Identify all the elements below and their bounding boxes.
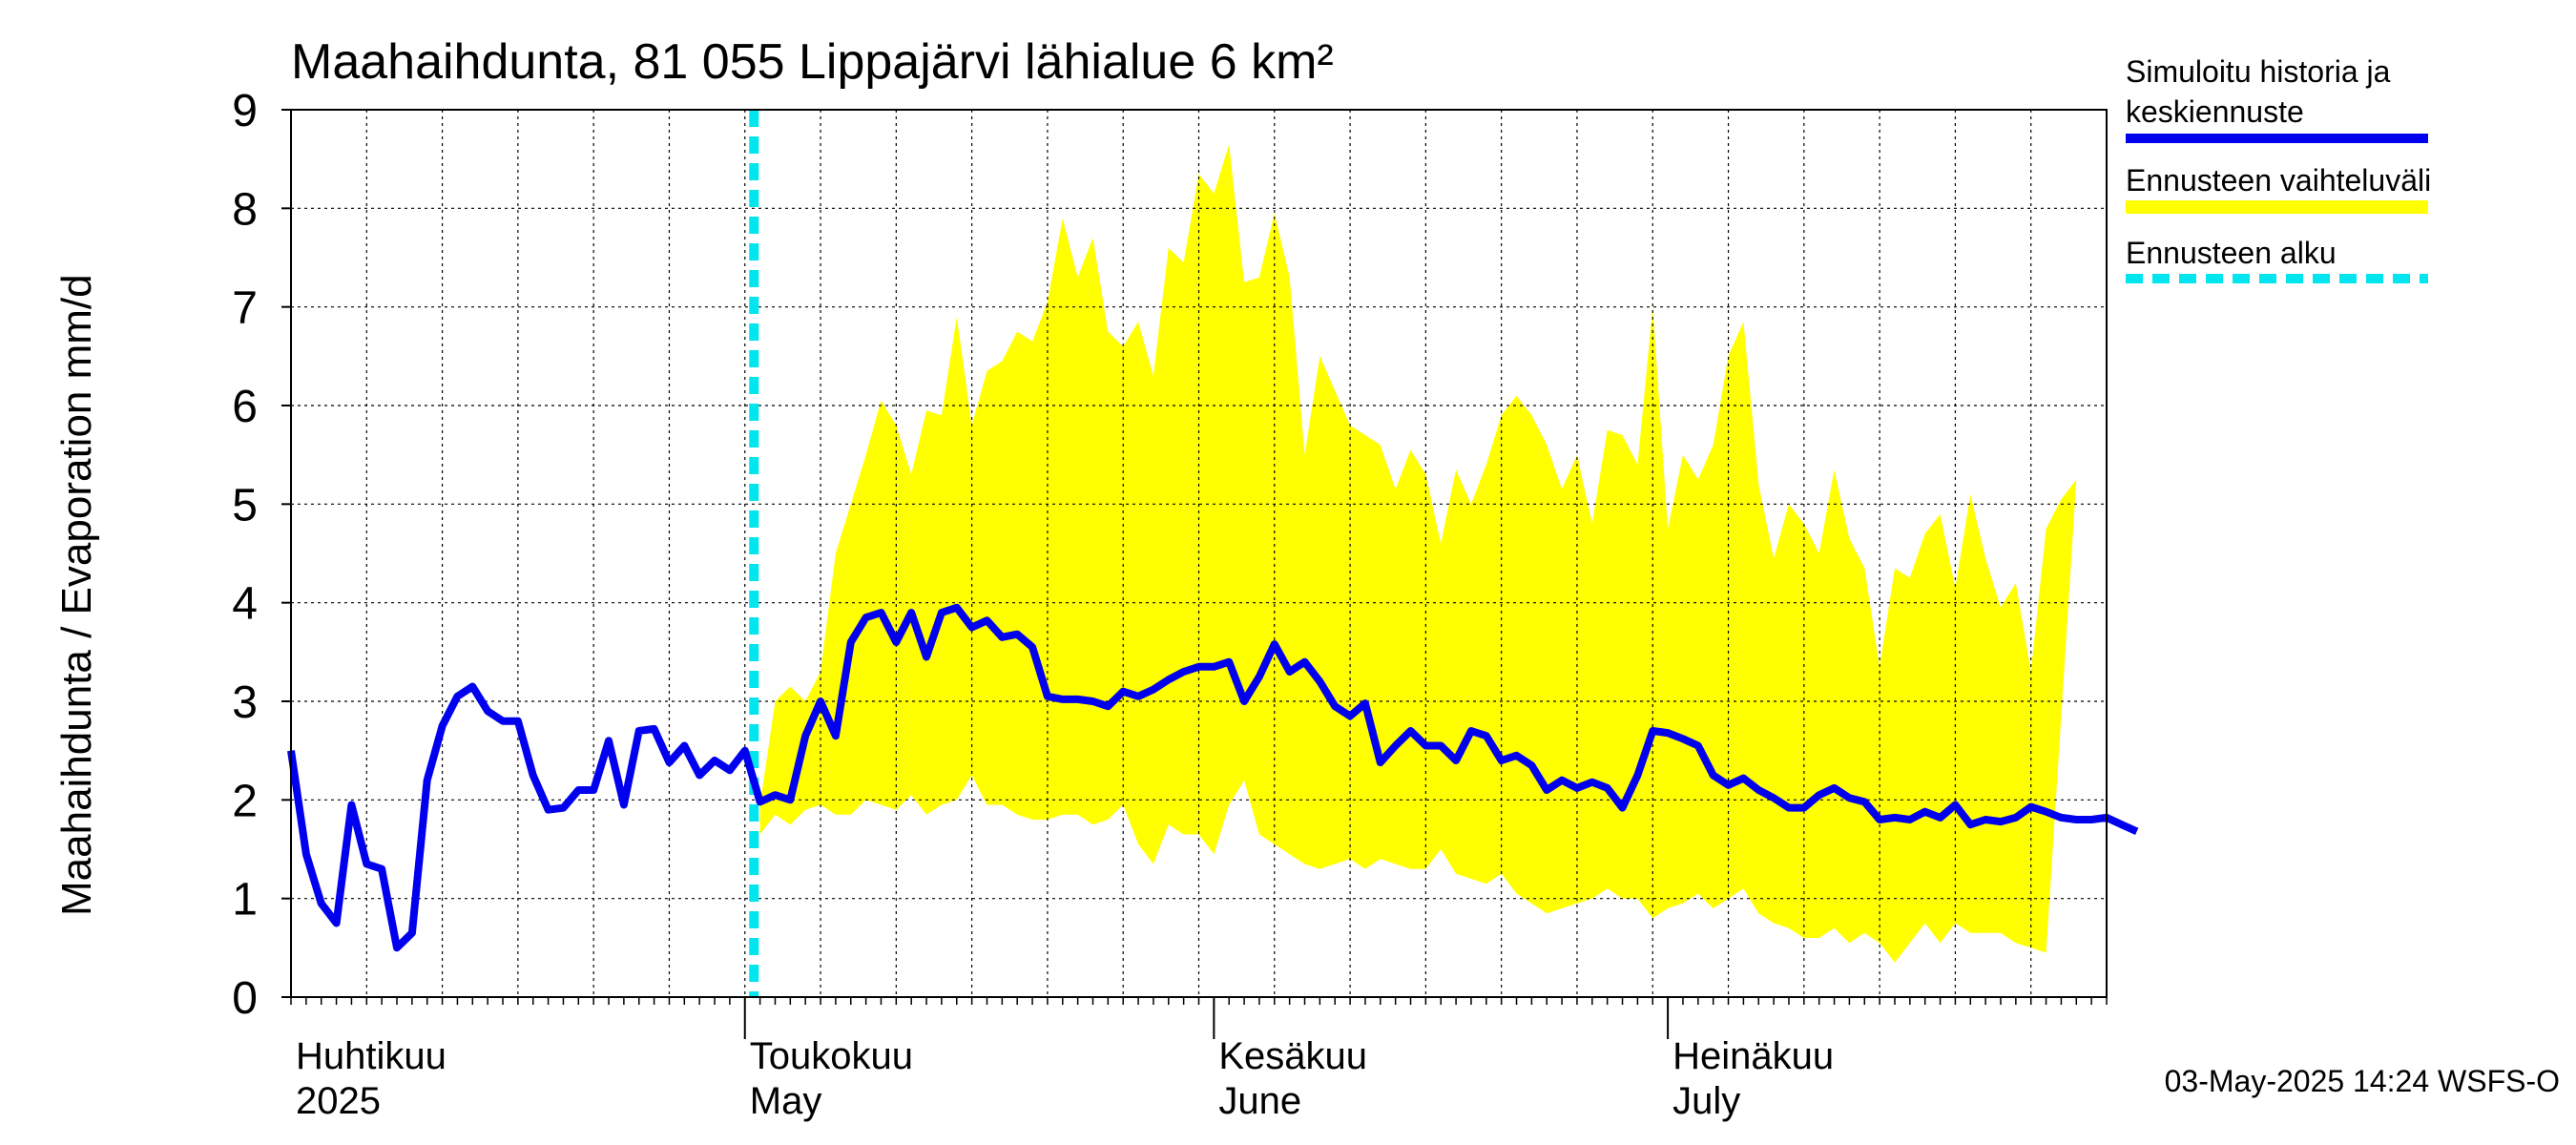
legend-history-line-2: keskiennuste (2126, 94, 2304, 129)
grid-layer (291, 110, 2107, 997)
y-tick-label: 5 (232, 480, 258, 531)
legend-history-label: Simuloitu historia ja keskiennuste (2126, 54, 2399, 129)
chart-title: Maahaihdunta, 81 055 Lippajärvi lähialue… (291, 34, 1334, 90)
month-label-en: 2025 (296, 1080, 381, 1122)
y-tick-label: 0 (232, 973, 258, 1024)
axes-layer (281, 109, 2108, 1039)
y-tick-label: 1 (232, 875, 258, 926)
timestamp: 03-May-2025 14:24 WSFS-O (2165, 1064, 2560, 1098)
y-tick-label: 2 (232, 776, 258, 826)
y-tick-label: 7 (232, 283, 258, 334)
legend-history-line-1: Simuloitu historia ja (2126, 54, 2391, 89)
history-mean-line (287, 603, 2139, 952)
forecast-range-band (759, 144, 2077, 963)
month-label-fi: Heinäkuu (1672, 1035, 1834, 1077)
legend: Simuloitu historia ja keskiennuste Ennus… (2126, 54, 2431, 283)
month-label-fi: Kesäkuu (1218, 1035, 1367, 1077)
y-tick-label: 8 (232, 184, 258, 235)
legend-start-label: Ennusteen alku (2126, 236, 2337, 270)
forecast-range-layer (759, 144, 2077, 963)
history-layer (287, 603, 2139, 952)
y-tick-label: 6 (232, 382, 258, 432)
y-tick-label: 3 (232, 677, 258, 728)
y-tick-labels: 0 1 2 3 4 5 6 7 8 9 (232, 86, 258, 1024)
y-axis-label: Maahaihdunta / Evaporation mm/d (53, 274, 100, 916)
month-label-fi: Toukokuu (750, 1035, 913, 1077)
y-tick-label: 4 (232, 579, 258, 630)
month-label-en: July (1672, 1080, 1740, 1122)
month-label-fi: Huhtikuu (296, 1035, 447, 1077)
month-label-en: May (750, 1080, 822, 1122)
month-label-en: June (1218, 1080, 1301, 1122)
y-tick-label: 9 (232, 86, 258, 136)
legend-range-label: Ennusteen vaihteluväli (2126, 163, 2431, 198)
